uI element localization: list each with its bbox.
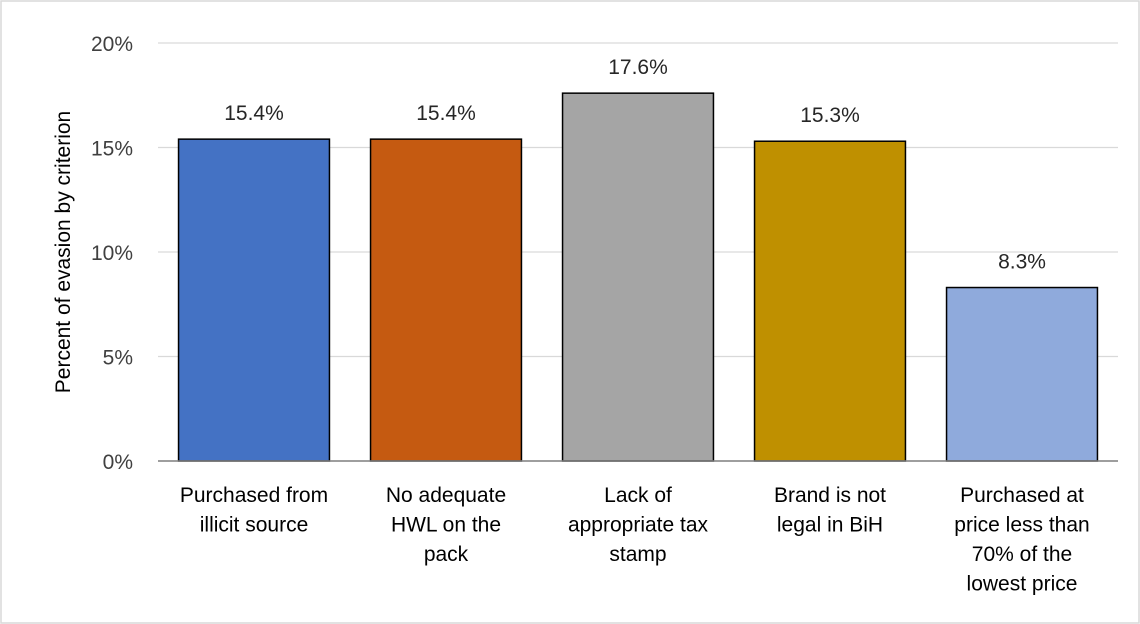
category-labels: Purchased from illicit source No adequate H… [180,484,1090,596]
data-label: 17.6% [608,56,668,79]
bar [753,140,907,462]
bars [177,92,1099,462]
x-category-label: Purchased from illicit source [180,484,328,537]
bar [177,138,331,462]
bar [561,92,715,462]
y-tick-label: 0% [103,451,133,474]
x-category-label: Lack of appropriate tax stamp [568,484,709,566]
data-label: 15.3% [800,104,860,127]
x-category-label: No adequate HWL on the pack [386,484,506,566]
y-axis-title: Percent of evasion by criterion [52,111,75,393]
x-category-label: Brand is not legal in BiH [774,484,886,537]
x-category-label: Purchased at price less than 70% of the low… [954,484,1089,596]
y-tick-label: 20% [91,33,133,56]
data-label: 8.3% [998,251,1046,274]
bar [945,286,1099,462]
y-tick-label: 5% [103,347,133,370]
data-labels: 15.4% 15.4% 17.6% 15.3% 8.3% [224,56,1046,273]
y-axis-tick-labels: 0% 5% 10% 15% 20% [91,33,133,474]
bar [369,138,523,462]
y-tick-label: 10% [91,242,133,265]
data-label: 15.4% [416,102,476,125]
data-label: 15.4% [224,102,284,125]
y-tick-label: 15% [91,138,133,161]
